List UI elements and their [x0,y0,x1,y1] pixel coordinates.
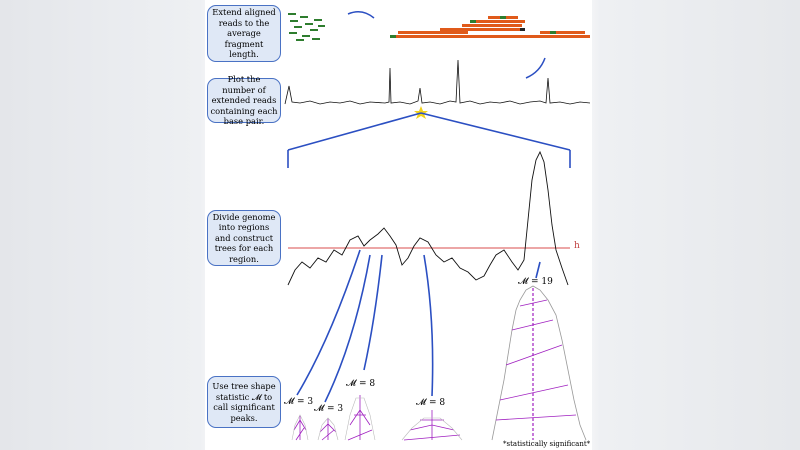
step-box: Extend aligned reads to the average frag… [207,5,281,62]
tree-label: 𝓜 = 8 [416,398,446,408]
tree-arrows [296,249,541,403]
zoom-lines [287,112,571,168]
footnote: *statistically significant* [503,440,591,448]
threshold-label: h [574,241,580,251]
arrow [525,57,546,79]
step-box: Divide genome into regions and construct… [207,210,281,266]
step-box: Use tree shape statistic 𝓜 to call signi… [207,376,281,428]
star [414,106,428,119]
tree-label: 𝓜 = 8 [346,379,376,389]
tree-label: 𝓜 = 19 [518,277,553,287]
small-tree-outlines [291,397,463,441]
extended-reads [390,16,590,38]
small-trees [293,395,461,441]
tree-label: 𝓜 = 3 [314,404,344,414]
region-trace [287,150,569,286]
arrow [347,11,375,19]
coverage-trace [284,59,591,105]
large-tree [491,285,587,441]
tree-label: 𝓜 = 3 [284,397,314,407]
reads [288,13,325,41]
step-box: Plot the number of extended reads contai… [207,74,281,126]
large-tree-branches [495,288,577,440]
